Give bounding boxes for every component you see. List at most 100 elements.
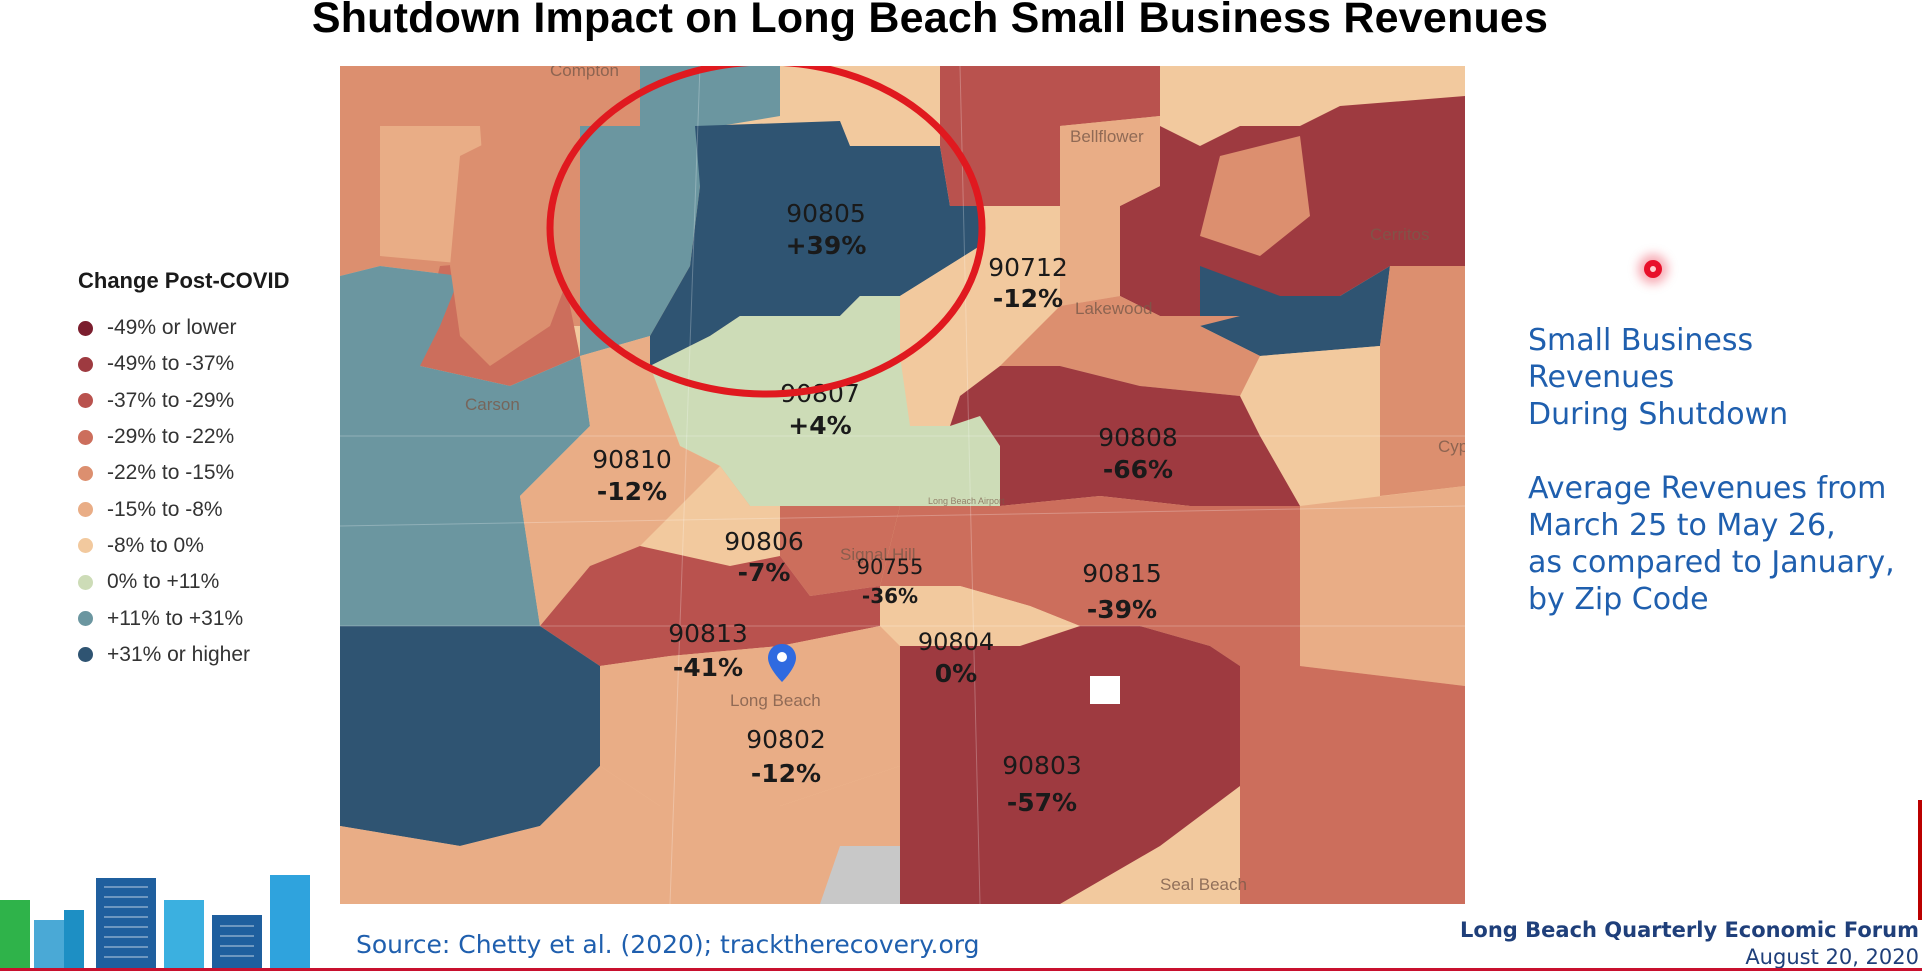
- legend-item: -22% to -15%: [78, 455, 289, 491]
- place-label-airport: Long Beach Airport: [928, 496, 1005, 506]
- zip-region-90805: [650, 121, 980, 366]
- place-label-compton: Compton: [550, 66, 619, 80]
- legend-label: -37% to -29%: [107, 388, 235, 412]
- legend-label: -22% to -15%: [107, 461, 235, 485]
- location-pin-icon[interactable]: [768, 644, 796, 682]
- map-legend: Change Post-COVID -49% or lower -49% to …: [78, 268, 289, 673]
- place-label-seal-beach: Seal Beach: [1160, 875, 1247, 894]
- legend-swatch: [78, 538, 93, 554]
- zip-region-90807: [650, 296, 1000, 506]
- legend-swatch: [78, 611, 93, 627]
- map-canvas: Compton Bellflower Cerritos Lakewood Car…: [340, 66, 1465, 904]
- legend-item: -49% to -37%: [78, 346, 289, 382]
- legend-label: -49% to -37%: [107, 352, 235, 376]
- legend-label: +31% or higher: [107, 642, 251, 666]
- legend-label: 0% to +11%: [107, 570, 220, 594]
- zip-change-label: -12%: [751, 759, 821, 788]
- zip-code-label: 90805: [786, 199, 866, 228]
- legend-swatch: [78, 393, 93, 409]
- legend-item: -37% to -29%: [78, 383, 289, 419]
- zip-change-label: -7%: [738, 558, 791, 587]
- legend-item: -29% to -22%: [78, 419, 289, 455]
- zip-region-90712: [900, 206, 1060, 396]
- legend-swatch: [78, 356, 93, 372]
- region: [1200, 136, 1310, 256]
- legend-swatch: [78, 502, 93, 518]
- region: [1160, 66, 1465, 146]
- zip-code-label: 90808: [1098, 423, 1178, 452]
- region-terminal-island: [340, 766, 900, 904]
- zip-code-label: 90806: [724, 527, 804, 556]
- legend-label: -15% to -8%: [107, 497, 223, 521]
- legend-item: -49% or lower: [78, 310, 289, 346]
- legend-swatch: [78, 647, 93, 663]
- place-label-cyp: Cyp: [1438, 437, 1465, 456]
- region-port: [340, 626, 600, 846]
- zip-change-label: -57%: [1007, 788, 1077, 817]
- road-lines: [340, 66, 1465, 904]
- zip-change-label: -12%: [993, 284, 1063, 313]
- legend-swatch: [78, 465, 93, 481]
- place-label-signal-hill: Signal Hill: [840, 545, 916, 564]
- side-line: by Zip Code: [1528, 582, 1709, 617]
- legend-label: -8% to 0%: [107, 533, 204, 557]
- region-bellflower: [940, 66, 1160, 206]
- zip-change-label: -36%: [862, 584, 918, 608]
- legend-label: +11% to +31%: [107, 606, 244, 630]
- region-water: [820, 846, 900, 904]
- place-label-carson: Carson: [465, 395, 520, 414]
- footer-rule: [0, 968, 1922, 971]
- region-blue-east: [1200, 266, 1390, 356]
- region-carson: [340, 356, 590, 626]
- legend-item: 0% to +11%: [78, 564, 289, 600]
- place-label-long-beach: Long Beach: [730, 691, 821, 710]
- zip-region-90810: [520, 336, 750, 626]
- forum-footer: Long Beach Quarterly Economic Forum Augu…: [1460, 918, 1919, 969]
- side-line: Revenues: [1528, 360, 1675, 395]
- legend-item: -15% to -8%: [78, 491, 289, 527]
- zip-change-label: -66%: [1103, 455, 1173, 484]
- legend-swatch: [78, 429, 93, 445]
- region-carson-west: [340, 266, 460, 366]
- zip-code-label: 90810: [592, 445, 672, 474]
- side-line: Small Business: [1528, 323, 1754, 358]
- zip-change-label: -41%: [673, 653, 743, 682]
- side-line: as compared to January,: [1528, 545, 1895, 580]
- region-lakewood: [1000, 296, 1260, 396]
- zip-code-label: 90755: [857, 555, 924, 579]
- legend-item: +31% or higher: [78, 637, 289, 673]
- side-line: March 25 to May 26,: [1528, 508, 1836, 543]
- region-seal-beach: [1240, 666, 1465, 904]
- region-csu: [450, 106, 580, 366]
- zip-change-label: -12%: [597, 477, 667, 506]
- region: [1260, 346, 1380, 506]
- zip-region-90755: [780, 506, 900, 596]
- region: [1060, 116, 1160, 306]
- decorative-edge: [1918, 800, 1922, 920]
- choropleth-map[interactable]: Compton Bellflower Cerritos Lakewood Car…: [340, 66, 1465, 904]
- decorative-bar: [0, 900, 30, 970]
- zip-region-90805-west: [580, 66, 780, 356]
- forum-date: August 20, 2020: [1745, 945, 1919, 969]
- place-label-lakewood: Lakewood: [1075, 299, 1153, 318]
- zip-region-90808: [950, 366, 1300, 506]
- zip-code-label: 90815: [1082, 559, 1162, 588]
- legend-label: -49% or lower: [107, 316, 237, 340]
- laser-pointer-icon: [1644, 260, 1662, 278]
- side-line: Average Revenues from: [1528, 471, 1887, 506]
- zip-region-90815: [880, 496, 1300, 666]
- zip-region-90802: [600, 626, 900, 806]
- highlight-circle: [546, 66, 986, 398]
- place-label-bellflower: Bellflower: [1070, 127, 1144, 146]
- region: [1300, 486, 1465, 686]
- zip-change-label: -39%: [1087, 595, 1157, 624]
- zip-code-label: 90802: [746, 725, 826, 754]
- zip-region-90803: [900, 626, 1240, 904]
- place-label-cerritos: Cerritos: [1370, 225, 1430, 244]
- source-citation: Source: Chetty et al. (2020); trackthere…: [356, 930, 980, 959]
- zip-code-label: 90712: [988, 253, 1068, 282]
- region: [1380, 266, 1465, 496]
- zip-code-label: 90803: [1002, 751, 1082, 780]
- legend-item: +11% to +31%: [78, 600, 289, 636]
- skyline-logo-icon: [34, 875, 310, 970]
